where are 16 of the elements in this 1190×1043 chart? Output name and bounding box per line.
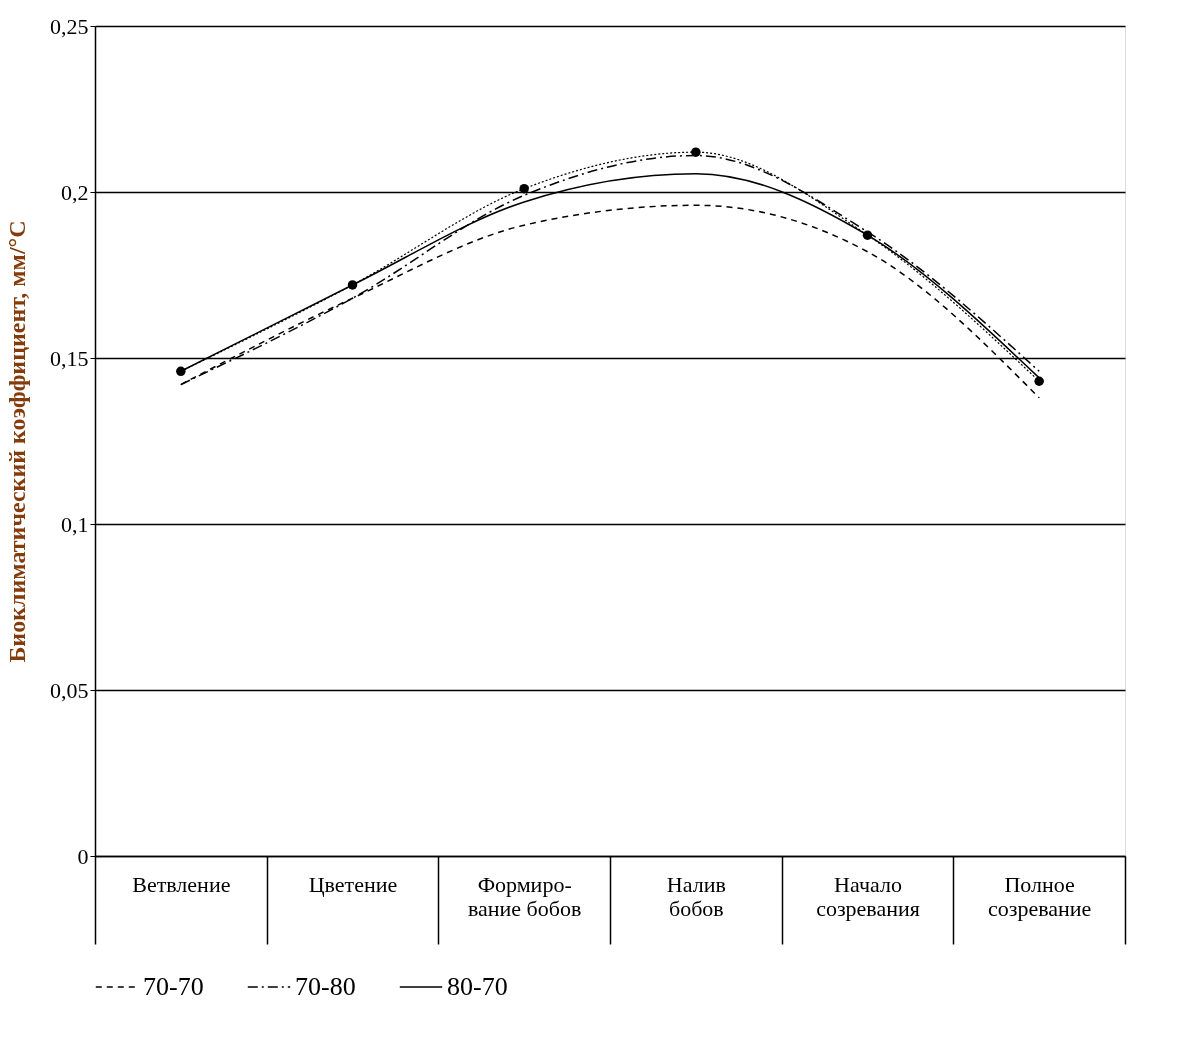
x-tick-label: Полное созревание [987,871,1092,921]
y-tick-label: 0,1 [61,511,89,537]
y-tick-label: 0,05 [50,677,89,703]
legend-label: 70-80 [295,972,356,1001]
x-tick-label: Формиро- вание бобов [467,871,582,921]
x-tick-label: Начало созревания [816,871,920,921]
y-tick-label: 0,25 [50,13,89,39]
x-tick-label: Налив бобов [666,871,726,921]
x-tick-label: Ветвление [132,871,231,897]
y-tick-label: 0 [77,843,89,869]
legend-label: 80-70 [447,972,508,1001]
legend-label: 70-70 [143,972,204,1001]
y-tick-label: 0,2 [61,179,89,205]
x-tick-label: Цветение [308,871,398,897]
y-tick-label: 0,15 [50,345,89,371]
y-axis-title: Биоклиматический коэффициент, мм/°С [4,220,30,663]
